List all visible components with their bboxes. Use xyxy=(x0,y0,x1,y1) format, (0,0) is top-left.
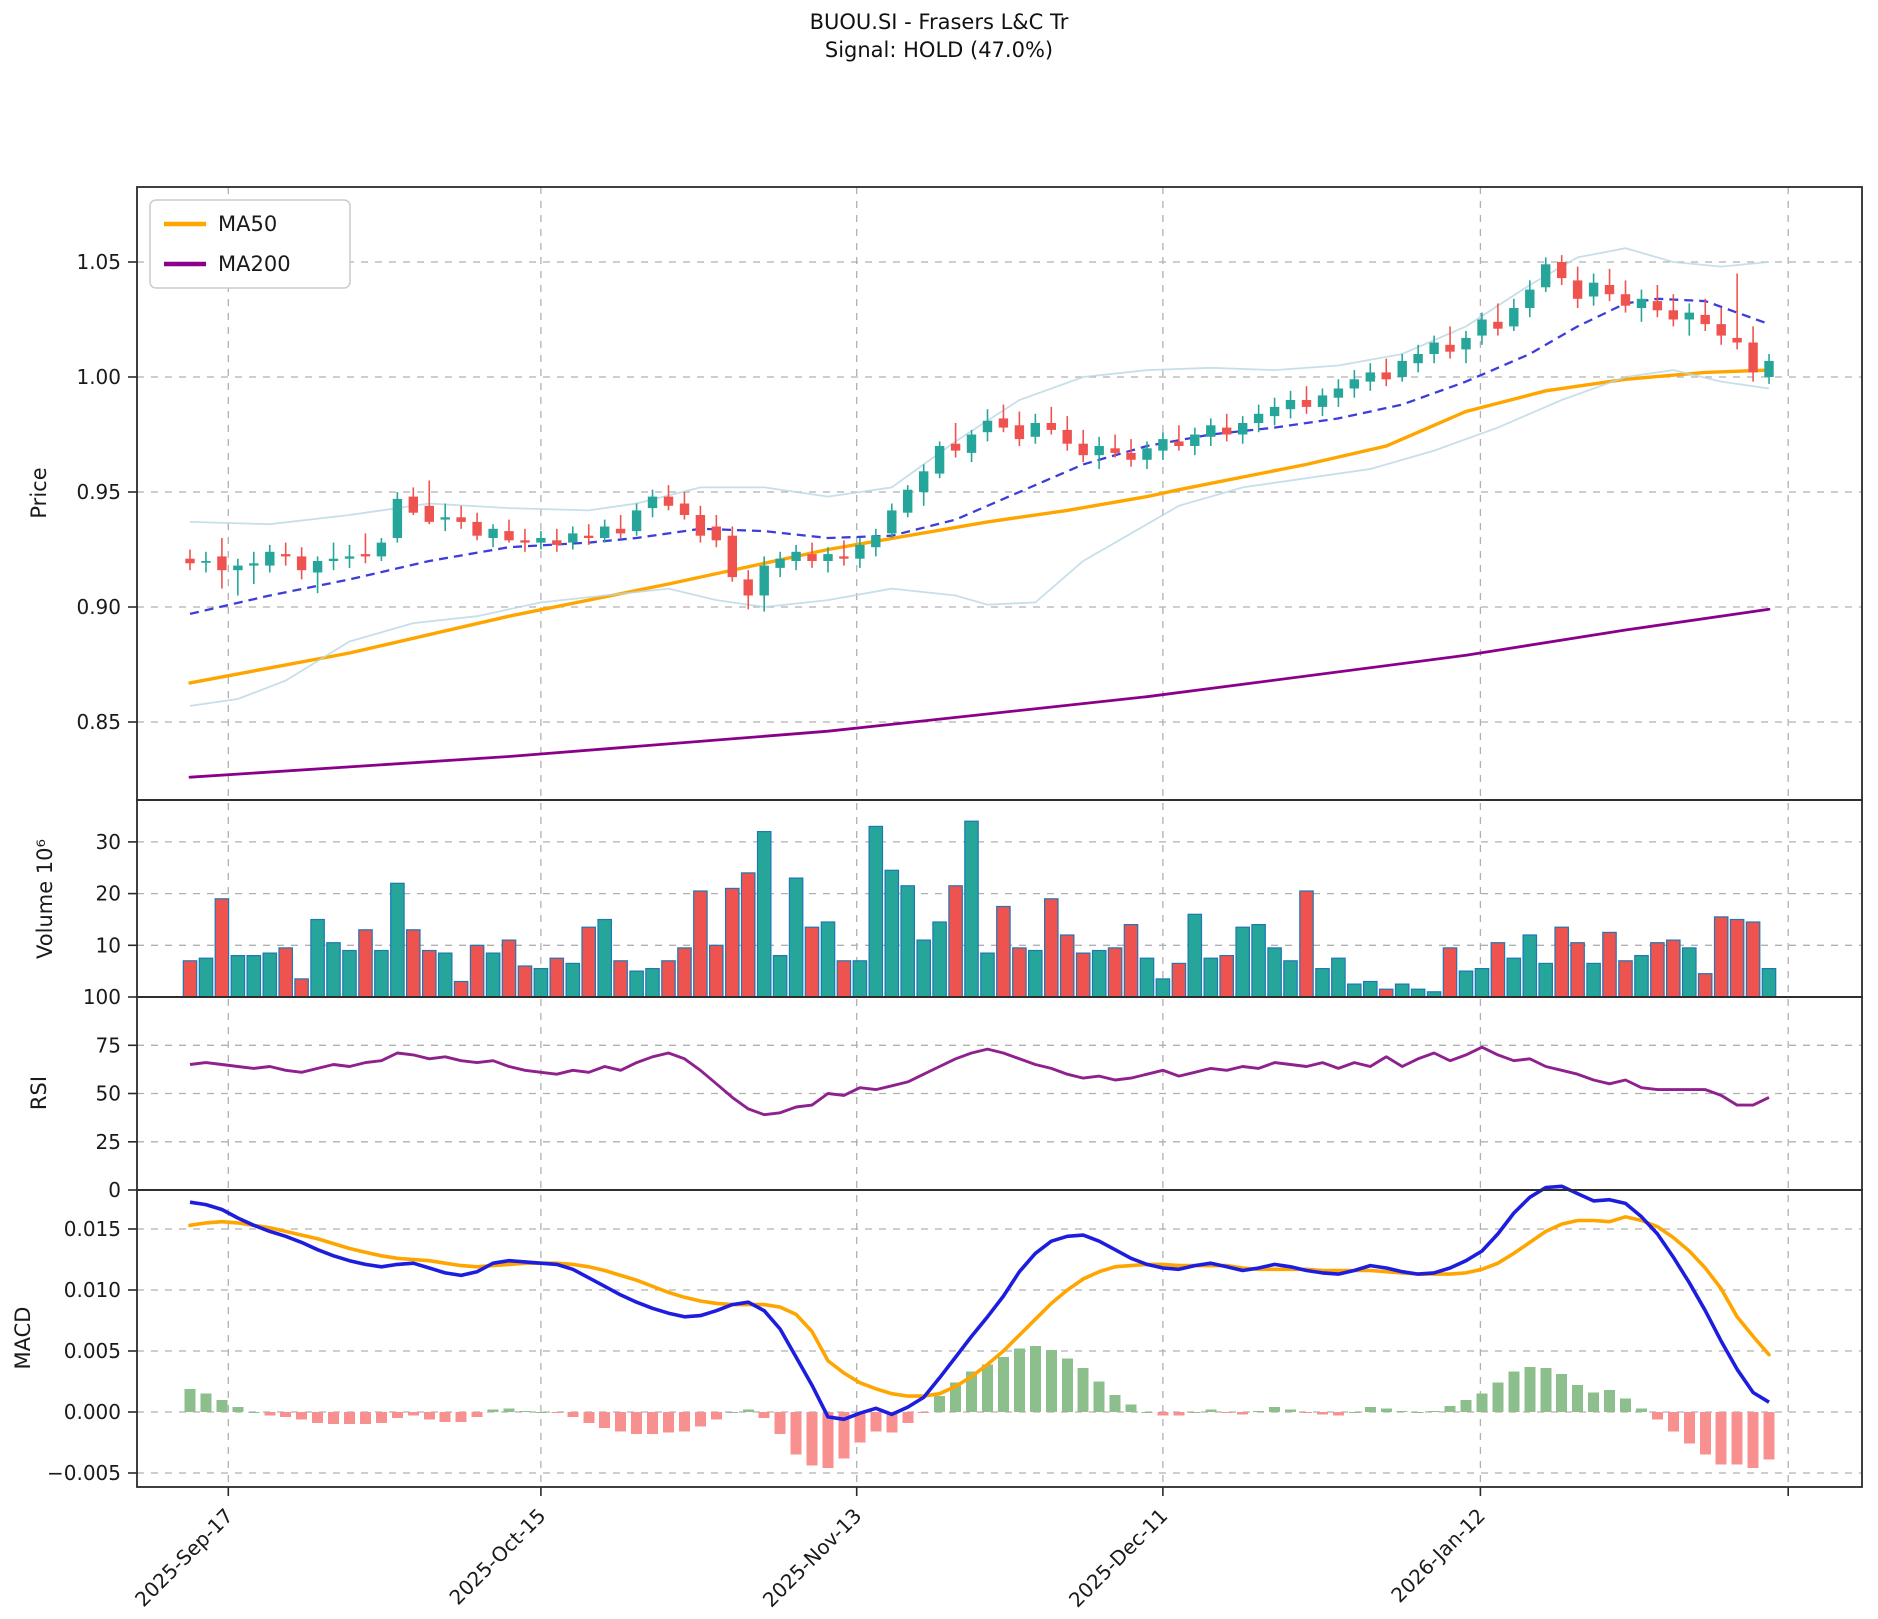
ma50-line xyxy=(188,368,1771,685)
x-tick-label: 2025-Sep-17 xyxy=(130,1504,238,1612)
x-tick-label: 2025-Oct-15 xyxy=(444,1504,550,1610)
chart-signal-subtitle: Signal: HOLD (47.0%) xyxy=(824,38,1054,62)
svg-text:0.95: 0.95 xyxy=(76,480,121,504)
chart-title: BUOU.SI - Frasers L&C Tr xyxy=(809,10,1069,34)
svg-text:0.005: 0.005 xyxy=(64,1339,121,1363)
bollinger-bands xyxy=(189,247,1770,707)
svg-text:0.000: 0.000 xyxy=(64,1400,121,1424)
svg-text:0.010: 0.010 xyxy=(64,1278,121,1302)
x-tick-label: 2025-Dec-11 xyxy=(1064,1504,1173,1613)
chart-title-block: BUOU.SI - Frasers L&C Tr Signal: HOLD (4… xyxy=(0,8,1878,64)
x-tick-label: 2025-Nov-13 xyxy=(758,1504,866,1612)
svg-text:100: 100 xyxy=(83,985,121,1009)
ma20-dashed-line xyxy=(189,297,1770,616)
svg-text:0.90: 0.90 xyxy=(76,595,121,619)
volume-panel xyxy=(182,820,1777,998)
x-tick-label: 2026-Jan-12 xyxy=(1386,1504,1490,1608)
svg-text:75: 75 xyxy=(96,1033,121,1057)
macd-panel xyxy=(184,1184,1775,1469)
svg-text:0.85: 0.85 xyxy=(76,710,121,734)
svg-text:−0.005: −0.005 xyxy=(47,1461,121,1485)
macd-signal-line xyxy=(188,1214,1771,1398)
panel-borders xyxy=(136,186,1863,1488)
svg-text:10: 10 xyxy=(96,933,121,957)
price-panel xyxy=(188,297,1771,779)
ma200-line xyxy=(188,607,1771,779)
macd-line xyxy=(189,1184,1770,1422)
price-axis-label: Price xyxy=(27,467,51,518)
svg-text:30: 30 xyxy=(96,830,121,854)
svg-text:1.05: 1.05 xyxy=(76,250,121,274)
svg-text:0.015: 0.015 xyxy=(64,1217,121,1241)
rsi-line xyxy=(189,1045,1770,1117)
axis-ticks: 1.05 1.00 0.95 0.90 0.85 30 20 10 100 75 50 25 0 0.01… xyxy=(47,250,137,1485)
svg-text:25: 25 xyxy=(96,1130,121,1154)
axis-titles: Price Volume 10⁶ RSI MACD xyxy=(11,467,57,1369)
svg-text:20: 20 xyxy=(96,882,121,906)
gridlines xyxy=(137,187,1862,1487)
svg-text:1.00: 1.00 xyxy=(76,365,121,389)
x-axis-ticks: 2025-Sep-17 2025-Oct-15 2025-Nov-13 2025-De… xyxy=(130,1487,1789,1613)
rsi-axis-label: RSI xyxy=(27,1076,51,1110)
legend: MA50 MA200 xyxy=(149,199,351,289)
svg-text:50: 50 xyxy=(96,1082,121,1106)
macd-axis-label: MACD xyxy=(11,1307,35,1370)
svg-text:0: 0 xyxy=(108,1178,121,1202)
legend-label-ma50: MA50 xyxy=(218,212,277,236)
volume-axis-label: Volume 10⁶ xyxy=(33,839,57,959)
rsi-panel xyxy=(189,1045,1770,1117)
candlesticks xyxy=(185,255,1774,612)
legend-label-ma200: MA200 xyxy=(218,252,291,276)
